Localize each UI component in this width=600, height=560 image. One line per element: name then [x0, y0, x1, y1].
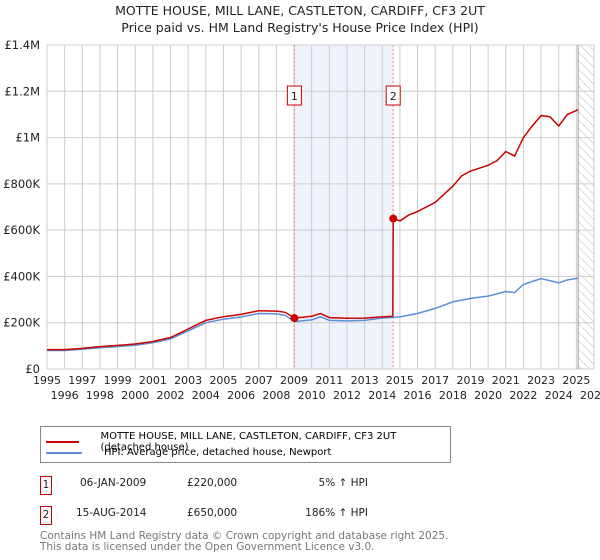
- x-tick-label: 2024: [545, 389, 573, 402]
- y-tick-label: £200K: [3, 316, 40, 330]
- sale-hpi: 5% ↑ HPI: [318, 477, 368, 489]
- shaded-period: [294, 45, 394, 369]
- annotation-label: 1: [291, 90, 298, 103]
- y-tick-label: £1.2M: [4, 84, 40, 98]
- sale-price: £650,000: [187, 507, 238, 519]
- x-tick-label: 2009: [280, 374, 308, 387]
- sale-point: [389, 214, 398, 223]
- hpi-line: [47, 277, 579, 352]
- x-tick-label: 2026: [580, 389, 600, 402]
- sale-point: [290, 314, 299, 323]
- x-tick-label: 2001: [139, 374, 167, 387]
- x-tick-label: 2002: [157, 389, 185, 402]
- footer: Contains HM Land Registry data © Crown c…: [40, 531, 448, 553]
- footer-line: Contains HM Land Registry data © Crown c…: [40, 530, 449, 542]
- legend-blue-label: HPI: Average price, detached house, Newp…: [104, 447, 332, 458]
- sale-hpi: 186% ↑ HPI: [305, 507, 368, 519]
- x-tick-label: 1996: [51, 389, 79, 402]
- y-tick-label: £800K: [3, 177, 40, 191]
- x-tick-label: 2020: [474, 389, 502, 402]
- x-tick-label: 2004: [192, 389, 220, 402]
- x-tick-label: 2013: [351, 374, 379, 387]
- legend-red-label: MOTTE HOUSE, MILL LANE, CASTLETON, CARDI…: [100, 431, 397, 453]
- x-tick-label: 2021: [492, 374, 520, 387]
- annotation-box: [385, 85, 401, 106]
- chart-title: MOTTE HOUSE, MILL LANE, CASTLETON, CARDI…: [115, 3, 485, 18]
- price-chart: 1995 1996 1997 1998 1999 2000 2001 2002 2003 2004…: [3, 38, 600, 402]
- x-tick-label: 2005: [209, 374, 237, 387]
- x-tick-label: 2018: [439, 389, 467, 402]
- x-tick-label: 2023: [527, 374, 555, 387]
- x-tick-label: 2022: [509, 389, 537, 402]
- price-paid-line: [47, 109, 579, 351]
- footer-line: This data is licensed under the Open Gov…: [40, 541, 375, 553]
- x-tick-label: 2025: [562, 374, 590, 387]
- sale-date: 15-AUG-2014: [76, 507, 147, 519]
- sale-date: 06-JAN-2009: [80, 477, 147, 489]
- y-tick-label: £0: [25, 362, 40, 376]
- annotation-label: 2: [390, 90, 397, 103]
- x-tick-label: 2017: [421, 374, 449, 387]
- y-tick-label: £600K: [3, 223, 40, 237]
- x-tick-label: 2003: [174, 374, 202, 387]
- x-tick-label: 1997: [68, 374, 96, 387]
- x-tick-label: 1998: [86, 389, 114, 402]
- x-tick-label: 2008: [262, 389, 290, 402]
- x-tick-label: 2012: [333, 389, 361, 402]
- x-tick-label: 2011: [315, 374, 343, 387]
- sale-number: 1: [40, 476, 52, 495]
- x-tick-label: 2010: [298, 389, 326, 402]
- y-tick-label: £1M: [15, 131, 40, 145]
- x-tick-label: 2016: [404, 389, 432, 402]
- x-tick-label: 2014: [368, 389, 396, 402]
- sale-price: £220,000: [187, 477, 238, 489]
- y-tick-label: £1.4M: [4, 38, 40, 52]
- x-tick-label: 1999: [104, 374, 132, 387]
- x-tick-label: 2015: [386, 374, 414, 387]
- sale-number: 2: [40, 506, 52, 525]
- forecast-hatch: [578, 45, 594, 369]
- chart-subtitle: Price paid vs. HM Land Registry's House …: [121, 20, 479, 35]
- x-tick-label: 2006: [227, 389, 255, 402]
- legend: MOTTE HOUSE, MILL LANE, CASTLETON, CARDI…: [40, 426, 451, 463]
- x-tick-label: 1995: [33, 374, 61, 387]
- legend-red-line: [46, 441, 79, 443]
- x-tick-label: 2019: [456, 374, 484, 387]
- x-tick-label: 2000: [121, 389, 149, 402]
- legend-blue-line: [46, 451, 82, 454]
- y-tick-label: £400K: [3, 269, 40, 283]
- annotation-box: [286, 85, 302, 106]
- x-tick-label: 2007: [245, 374, 273, 387]
